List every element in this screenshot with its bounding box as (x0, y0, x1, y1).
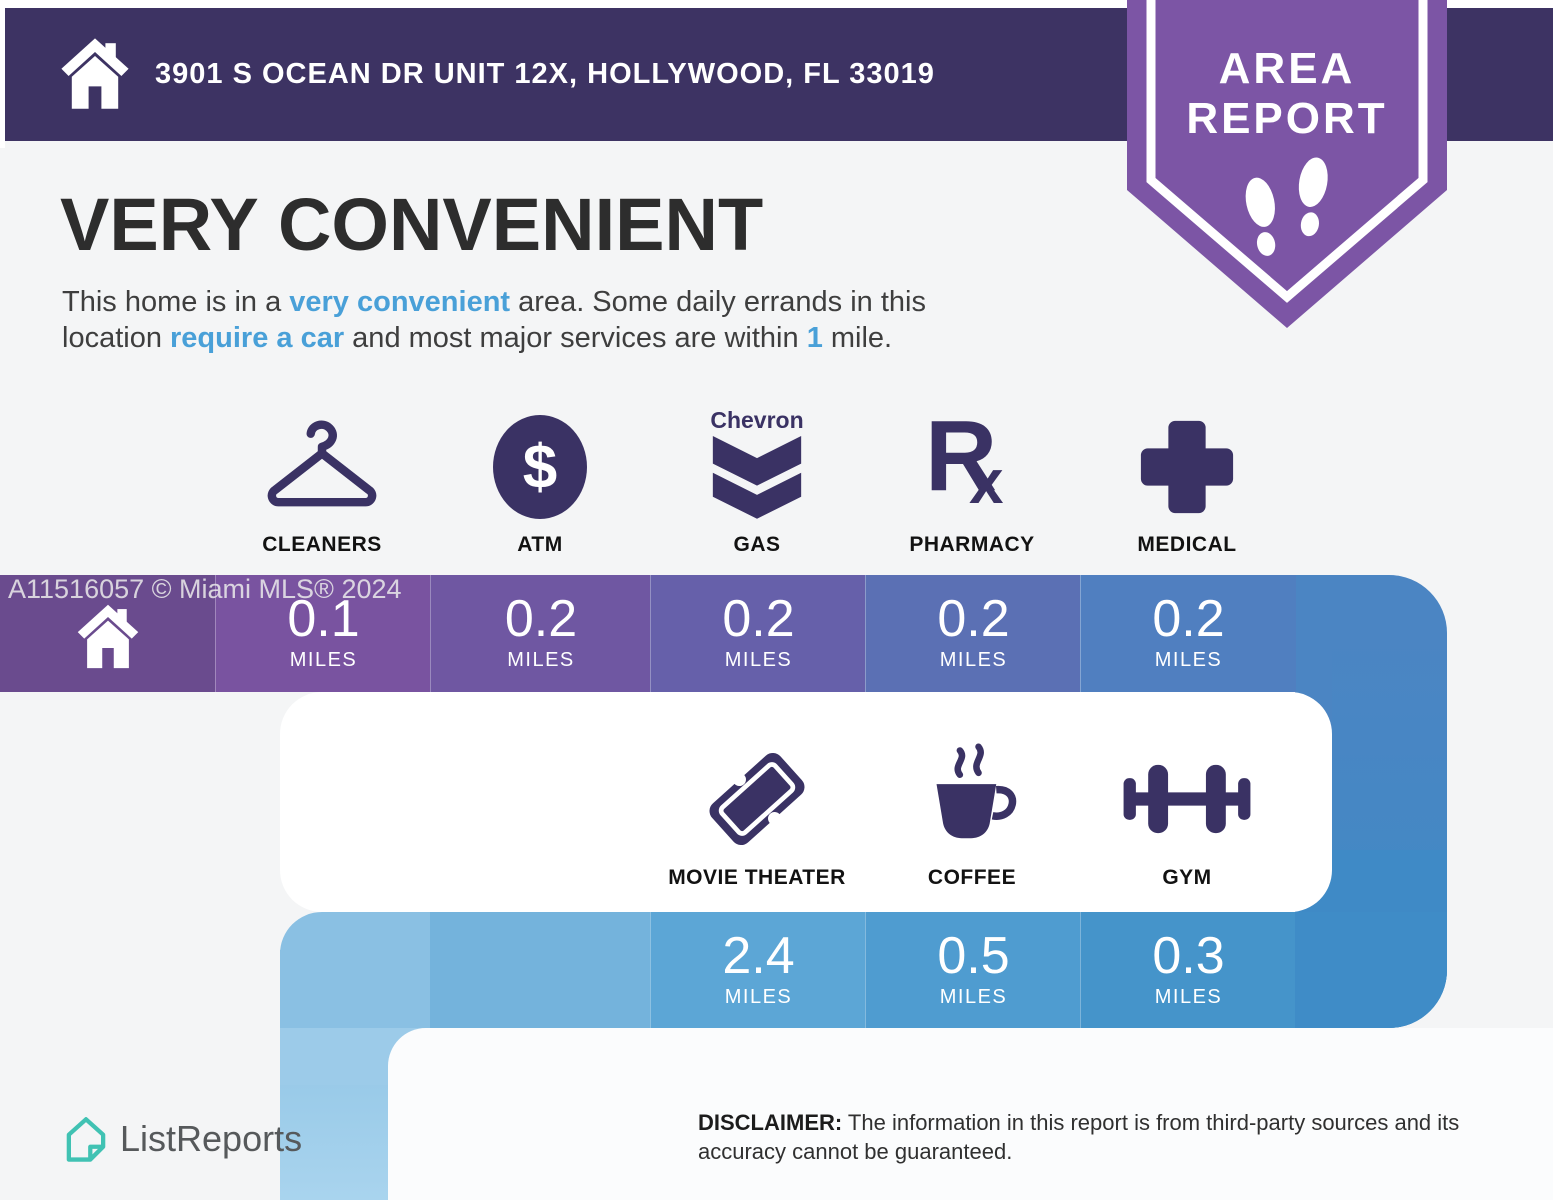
distance-segment-home (0, 575, 215, 692)
rx-icon: R x (925, 400, 1004, 517)
listreports-brand-text: ListReports (120, 1118, 303, 1159)
distance-segment-cleaners: 0.1 MILES (215, 575, 431, 692)
distance-value: 0.2 (1152, 590, 1225, 648)
distance-segment-medical: 0.2 MILES (1080, 575, 1296, 692)
badge-title-line1: AREA (1218, 44, 1356, 93)
distance-segment-pharmacy: 0.2 MILES (865, 575, 1081, 692)
distance-segment-gas: 0.2 MILES (650, 575, 866, 692)
amenity-gas: Chevron GAS (642, 405, 872, 557)
medical-cross-icon (1136, 405, 1238, 529)
dumbbell-icon (1116, 736, 1258, 862)
amenity-label: PHARMACY (909, 533, 1035, 556)
highlight-one-mile: 1 (806, 322, 823, 354)
walkability-description: This home is in a very convenient area. … (62, 284, 926, 356)
distance-unit: MILES (289, 649, 358, 671)
highlight-require-a-car: require a car (170, 322, 345, 354)
highlight-very-convenient: very convenient (289, 286, 511, 318)
chevron-brand-text: Chevron (710, 406, 804, 433)
amenity-movie-theater: MOVIE THEATER (632, 736, 882, 890)
mls-watermark: A11516057 © Miami MLS® 2024 (8, 574, 402, 604)
distance-value: 2.4 (722, 927, 795, 985)
amenity-label: GAS (733, 533, 781, 556)
amenity-atm: $ ATM (425, 405, 655, 557)
distance-unit: MILES (1154, 649, 1223, 671)
badge-title-line2: REPORT (1186, 94, 1388, 143)
amenity-medical: MEDICAL (1072, 405, 1302, 557)
distance-value: 0.2 (937, 590, 1010, 648)
footprints-icon (1245, 157, 1328, 256)
amenity-label: ATM (517, 533, 563, 556)
distance-segment-atm: 0.2 MILES (430, 575, 651, 692)
distance-unit: MILES (1154, 986, 1223, 1008)
distance-value: 0.3 (1152, 927, 1225, 985)
amenity-gym: GYM (1062, 736, 1312, 890)
ticket-icon (696, 736, 818, 862)
distance-unit: MILES (724, 986, 793, 1008)
amenity-label: COFFEE (927, 866, 1017, 889)
amenity-label: GYM (1162, 866, 1212, 889)
distance-unit: MILES (939, 649, 1008, 671)
path-segment-wrap-right (1295, 912, 1447, 1028)
path-segment-blank-1 (280, 912, 430, 1028)
amenity-label: CLEANERS (262, 533, 382, 556)
walkability-headline: VERY CONVENIENT (60, 183, 764, 266)
distance-segment-coffee: 0.5 MILES (865, 912, 1081, 1028)
area-report-badge: AREA REPORT (1127, 0, 1447, 330)
distance-unit: MILES (507, 649, 575, 671)
footer-card (388, 1028, 1553, 1200)
chevron-gas-icon: Chevron (710, 405, 804, 529)
page-border-top (0, 0, 1553, 8)
distance-unit: MILES (724, 649, 793, 671)
distance-value: 0.1 (287, 590, 360, 648)
badge-pennant (1127, 0, 1447, 328)
page-border-left (0, 0, 5, 148)
distance-segment-movie-theater: 2.4 MILES (650, 912, 866, 1028)
hanger-icon (261, 405, 383, 529)
distance-segment-gym: 0.3 MILES (1080, 912, 1296, 1028)
path-segment-blank-2 (430, 912, 650, 1028)
home-icon (61, 38, 129, 109)
distance-value: 0.2 (504, 590, 578, 648)
amenity-cleaners: CLEANERS (207, 405, 437, 557)
home-marker-icon (77, 604, 138, 669)
distance-unit: MILES (939, 986, 1008, 1008)
dollar-circle-icon: $ (493, 405, 587, 529)
amenity-coffee: COFFEE (847, 736, 1097, 890)
property-address: 3901 S OCEAN DR UNIT 12X, HOLLYWOOD, FL … (155, 58, 935, 90)
coffee-cup-icon (916, 736, 1028, 862)
distance-value: 0.5 (937, 927, 1010, 985)
amenity-label: MOVIE THEATER (668, 866, 846, 889)
listreports-logo: ListReports (62, 1112, 302, 1166)
listreports-house-icon (66, 1117, 106, 1162)
amenity-label: MEDICAL (1137, 533, 1237, 556)
distance-value: 0.2 (722, 590, 795, 648)
disclaimer-text: DISCLAIMER: The information in this repo… (698, 1110, 1460, 1164)
description-line1: This home is in a very convenient area. … (62, 286, 926, 318)
amenity-pharmacy: R x PHARMACY (857, 400, 1087, 557)
description-line2: location require a car and most major se… (62, 322, 893, 354)
